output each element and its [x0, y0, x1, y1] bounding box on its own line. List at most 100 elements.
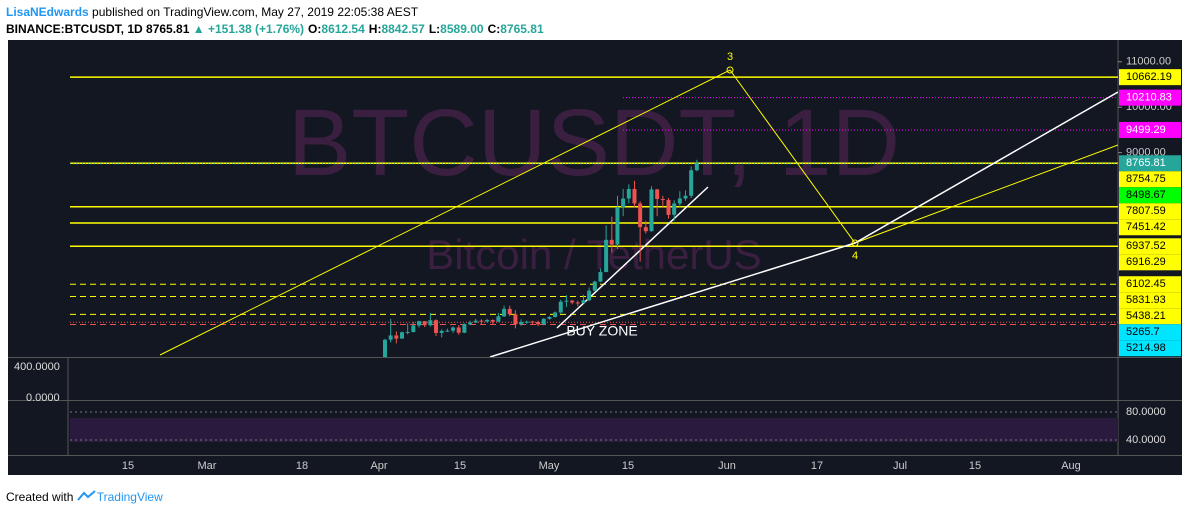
- price-label: 6102.45: [1126, 278, 1166, 290]
- rsi-band: [70, 418, 1118, 442]
- candle-body: [445, 330, 450, 332]
- y-tick-label: 11000.00: [1126, 56, 1171, 68]
- candle-body: [694, 163, 699, 171]
- candle-body: [660, 198, 665, 200]
- author[interactable]: LisaNEdwards: [6, 5, 89, 19]
- candles: [383, 159, 699, 357]
- candle-body: [485, 319, 490, 322]
- price-label-box: [1119, 171, 1181, 188]
- candle-body: [405, 332, 410, 334]
- x-tick-label: 18: [296, 460, 308, 472]
- price-label: 10210.83: [1126, 92, 1172, 104]
- candle-body: [553, 312, 558, 318]
- rsi-tick: 80.0000: [1126, 406, 1166, 418]
- candle-body: [592, 281, 597, 291]
- created-with: Created with: [6, 490, 74, 504]
- candle-body: [689, 170, 694, 196]
- candle-body: [394, 335, 399, 339]
- candle-body: [473, 320, 478, 323]
- x-tick-label: Jun: [718, 460, 736, 472]
- candle-body: [598, 272, 603, 282]
- logo: [76, 490, 96, 501]
- candle-body: [468, 322, 473, 325]
- candle-body: [558, 301, 563, 313]
- candle-body: [490, 319, 495, 322]
- ohlc-key: C:: [487, 22, 501, 36]
- candle-body: [672, 203, 677, 215]
- candle-body: [411, 325, 416, 333]
- ohlc-key: L:: [428, 22, 441, 36]
- brand[interactable]: TradingView: [96, 490, 163, 504]
- candle-body: [524, 321, 529, 323]
- candle-body: [383, 339, 387, 357]
- candle-body: [638, 203, 643, 228]
- price-label: 10662.19: [1126, 71, 1172, 83]
- candle-body: [541, 318, 546, 325]
- candle-body: [621, 198, 626, 208]
- ohlc-value: 8612.54: [321, 22, 365, 36]
- price-label-box: [1119, 308, 1181, 325]
- candle-body: [615, 207, 620, 245]
- candle-body: [439, 330, 444, 333]
- price-label: 6937.52: [1126, 240, 1166, 252]
- symbol: BINANCE:BTCUSDT, 1D: [6, 22, 143, 36]
- price-label-box: [1119, 254, 1181, 271]
- x-tick-label: May: [539, 460, 560, 472]
- ohlc-value: 8589.00: [440, 22, 484, 36]
- watermark-symbol: BTCUSDT, 1D: [288, 90, 900, 196]
- price-label-box: [1119, 219, 1181, 236]
- x-tick-label: Jul: [893, 460, 907, 472]
- candle-body: [513, 314, 518, 325]
- macd-tick: 0.0000: [26, 392, 60, 404]
- candle-body: [581, 300, 586, 303]
- price-label: 7451.42: [1126, 221, 1166, 233]
- candle-body: [632, 188, 637, 204]
- chart-background: [8, 40, 1182, 475]
- levels: [70, 76, 1118, 326]
- x-tick-label: 15: [122, 460, 134, 472]
- change: ▲ +151.38 (+1.76%): [192, 22, 305, 36]
- candle-body: [626, 188, 631, 199]
- chart: BTCUSDT, 1D Bitcoin / TetherUS 3 4 BUY Z…: [8, 40, 1182, 475]
- candle-body: [547, 317, 552, 319]
- price-label-box: [1119, 89, 1181, 106]
- price-label-box: [1119, 238, 1181, 255]
- price-label: 5438.21: [1126, 310, 1166, 322]
- price-label-box: [1119, 187, 1181, 204]
- candle-body: [462, 324, 467, 333]
- candle-body: [575, 302, 580, 304]
- candle-body: [643, 227, 648, 232]
- time-axis: 15 Mar 18 Apr 15 May 15 Jun 17 Jul 15 Aug: [122, 460, 1081, 472]
- price-label-box: [1119, 155, 1181, 172]
- price-label-box: [1119, 121, 1181, 138]
- x-tick-label: 15: [969, 460, 981, 472]
- x-tick-label: Aug: [1061, 460, 1081, 472]
- candle-body: [587, 290, 592, 301]
- footer: Created with TradingView: [6, 490, 163, 504]
- candle-body: [609, 239, 614, 245]
- price-label-box: [1119, 324, 1181, 341]
- price-label-box: [1119, 203, 1181, 220]
- wave-point: [726, 66, 734, 74]
- candle-body: [502, 308, 507, 317]
- published: published on TradingView.com, May 27, 20…: [92, 5, 419, 19]
- price-label-box: [1119, 69, 1181, 86]
- price-label: 5265.7: [1126, 326, 1160, 338]
- candle-body: [479, 320, 484, 322]
- candle-body: [434, 320, 439, 333]
- ohlc-key: H:: [368, 22, 382, 36]
- last-price: 8765.81: [146, 22, 190, 36]
- publish-line: LisaNEdwards published on TradingView.co…: [6, 5, 418, 19]
- price-label-box: [1119, 276, 1181, 293]
- candle-body: [451, 327, 456, 331]
- candle-body: [400, 332, 405, 339]
- x-tick-label: 15: [622, 460, 634, 472]
- candle-body: [422, 321, 427, 326]
- candle-body: [417, 321, 422, 326]
- price-label: 6916.29: [1126, 256, 1166, 268]
- trend-line: [556, 186, 709, 329]
- price-label-box: [1119, 340, 1181, 357]
- price-axis: 9000.0010000.0011000.0010662.1910210.839…: [1118, 56, 1181, 357]
- candle-body: [683, 195, 688, 199]
